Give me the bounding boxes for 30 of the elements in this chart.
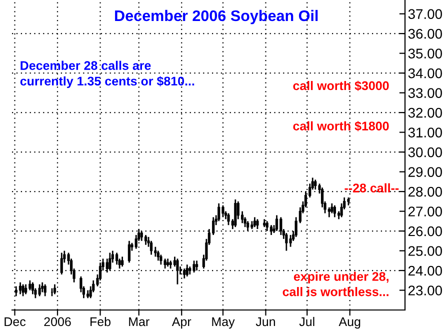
x-tick-label: 2006 bbox=[44, 317, 71, 326]
annotation: December 28 calls are currently 1.35 cents or $810... bbox=[20, 60, 194, 88]
y-tick-label: 36.00 bbox=[408, 28, 442, 39]
annotation: call worth $1800 bbox=[293, 121, 389, 132]
y-tick-label: 23.00 bbox=[408, 286, 442, 296]
x-tick-label: Mar bbox=[129, 317, 150, 326]
x-tick-label: Jul bbox=[299, 316, 314, 326]
y-tick-label: 29.00 bbox=[408, 167, 442, 177]
y-tick-label: 32.00 bbox=[408, 108, 442, 118]
x-tick-label: May bbox=[212, 317, 235, 329]
y-tick-label: 25.00 bbox=[408, 246, 442, 256]
y-tick-label: 35.00 bbox=[408, 48, 442, 58]
y-tick-label: 37.00 bbox=[408, 9, 442, 19]
x-tick-label: Aug bbox=[338, 317, 360, 329]
x-tick-label: Feb bbox=[90, 316, 110, 326]
annotation: call worth $3000 bbox=[293, 80, 389, 91]
y-tick-label: 24.00 bbox=[408, 266, 442, 276]
y-tick-label: 27.00 bbox=[408, 206, 442, 216]
x-tick-label: Jun bbox=[256, 317, 275, 326]
text: December 2006 Soybean Oil bbox=[115, 10, 318, 24]
y-tick-label: 30.00 bbox=[408, 147, 442, 158]
x-tick-label: Dec bbox=[4, 317, 26, 326]
annotation: --28 call-- bbox=[344, 183, 399, 192]
y-tick-label: 26.00 bbox=[408, 226, 442, 236]
y-tick-label: 34.00 bbox=[408, 68, 442, 78]
annotation: expire under 28, call is worthless... bbox=[282, 272, 388, 296]
y-tick-label: 33.00 bbox=[408, 88, 442, 98]
y-tick-label: 28.00 bbox=[408, 186, 442, 197]
y-tick-label: 31.00 bbox=[408, 128, 442, 138]
x-tick-label: Apr bbox=[172, 317, 192, 329]
